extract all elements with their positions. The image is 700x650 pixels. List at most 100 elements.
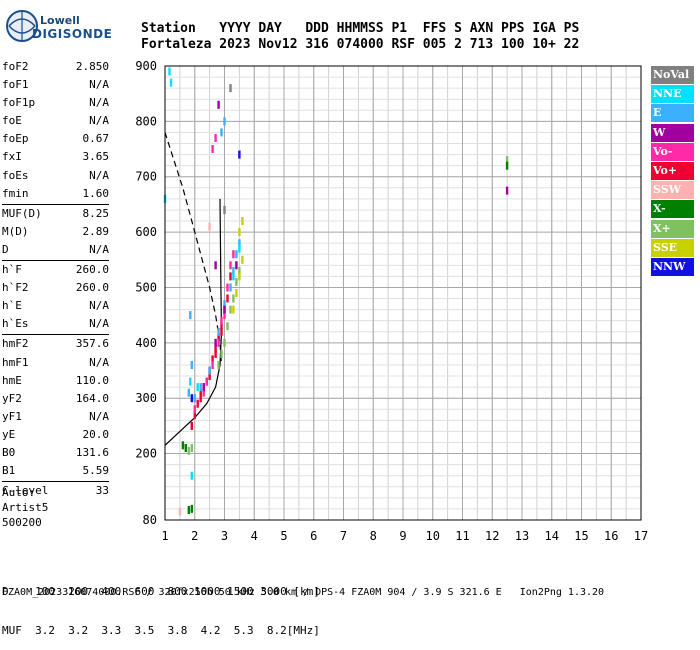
echo-point bbox=[211, 145, 214, 153]
param-row: h`F 260.0 bbox=[2, 261, 109, 279]
param-value: N/A bbox=[89, 168, 109, 182]
echo-point bbox=[217, 327, 220, 336]
legend-item: X+ bbox=[651, 219, 694, 238]
param-name: fxI bbox=[2, 150, 22, 164]
param-value: N/A bbox=[89, 242, 109, 256]
echo-point bbox=[229, 84, 232, 93]
param-value: 260.0 bbox=[75, 281, 109, 295]
param-separator bbox=[2, 203, 109, 205]
y-tick-label: 300 bbox=[135, 391, 157, 405]
echo-point bbox=[232, 272, 235, 281]
echo-point bbox=[235, 250, 238, 259]
echo-point bbox=[505, 186, 509, 195]
echo-point bbox=[214, 338, 217, 347]
echo-point bbox=[226, 294, 229, 303]
param-row: yE 20.0 bbox=[2, 426, 109, 444]
echo-point bbox=[168, 67, 171, 76]
param-name: yF1 bbox=[2, 409, 22, 423]
param-name: h`F2 bbox=[2, 281, 29, 295]
param-value: 3.65 bbox=[82, 150, 110, 164]
echo-point bbox=[187, 506, 190, 514]
distance-row: D 100 200 400 600 800 1000 1500 3000 [km… bbox=[2, 585, 320, 598]
echo-point bbox=[189, 377, 192, 386]
plot-grid bbox=[164, 65, 642, 520]
param-value: 20.0 bbox=[82, 427, 110, 441]
echo-point bbox=[214, 134, 217, 142]
param-name: h`E bbox=[2, 299, 22, 313]
param-row: fmin 1.60 bbox=[2, 185, 109, 203]
param-value: 131.6 bbox=[75, 445, 109, 459]
param-separator bbox=[2, 481, 109, 483]
echo-point bbox=[190, 421, 193, 430]
param-name: yF2 bbox=[2, 391, 22, 405]
echo-point bbox=[238, 228, 241, 237]
echo-point bbox=[214, 261, 217, 270]
x-tick-label: 4 bbox=[251, 529, 258, 543]
echo-point bbox=[199, 394, 202, 403]
echo-point bbox=[211, 361, 214, 369]
param-name: M(D) bbox=[2, 224, 29, 238]
polarization-legend: NoVal NNE E W Vo- Vo+ SSW X- X+ SSE NNW bbox=[651, 66, 694, 277]
legend-item: Vo+ bbox=[651, 161, 694, 180]
echo-point bbox=[199, 388, 202, 397]
param-value: 2.850 bbox=[75, 60, 109, 73]
echo-point bbox=[196, 399, 199, 408]
legend-item: NoVal bbox=[651, 66, 694, 84]
param-value: N/A bbox=[89, 78, 109, 92]
digisonde-logo: Lowell DIGISONDE bbox=[4, 6, 124, 50]
echo-point bbox=[220, 349, 223, 358]
echo-point bbox=[208, 372, 211, 380]
x-tick-label: 2 bbox=[191, 529, 198, 543]
file-info-footer: FZA0M_2023316074000.RSF / 320fx256h 50 k… bbox=[2, 587, 605, 598]
echo-point bbox=[217, 338, 220, 347]
trace-model-dashed bbox=[164, 132, 223, 366]
echo-point bbox=[217, 333, 220, 342]
echo-point bbox=[199, 383, 202, 392]
echo-point bbox=[232, 294, 235, 303]
echo-point bbox=[232, 305, 235, 314]
param-row: MUF(D) 8.25 bbox=[2, 205, 109, 223]
echo-point bbox=[211, 355, 214, 364]
y-tick-label: 600 bbox=[135, 225, 157, 239]
param-name: yE bbox=[2, 427, 16, 441]
param-name: foF1 bbox=[2, 78, 29, 92]
param-row: D N/A bbox=[2, 241, 109, 259]
echo-point bbox=[232, 266, 235, 275]
echo-point bbox=[189, 311, 192, 320]
param-value: N/A bbox=[89, 409, 109, 423]
echo-point bbox=[220, 322, 223, 331]
param-row: h`F2 260.0 bbox=[2, 279, 109, 297]
param-name: hmE bbox=[2, 373, 22, 387]
param-value: 5.59 bbox=[82, 464, 110, 478]
param-value: 0.67 bbox=[82, 132, 110, 146]
echo-point bbox=[235, 261, 238, 270]
auto-label: Auto: bbox=[2, 486, 36, 499]
y-tick-label: 500 bbox=[135, 280, 157, 294]
logo-digisonde-text: DIGISONDE bbox=[32, 27, 113, 41]
param-name: h`Es bbox=[2, 317, 29, 331]
logo-lowell-text: Lowell bbox=[40, 14, 80, 27]
plot-frame bbox=[164, 65, 642, 521]
param-value: N/A bbox=[89, 96, 109, 110]
muf-row: MUF 3.2 3.2 3.3 3.5 3.8 4.2 5.3 8.2[MHz] bbox=[2, 624, 320, 637]
param-value: 164.0 bbox=[75, 391, 109, 405]
echo-point bbox=[187, 446, 190, 455]
param-name: fmin bbox=[2, 186, 29, 200]
echo-point bbox=[229, 305, 232, 314]
echo-point bbox=[178, 507, 182, 516]
param-value: 2.89 bbox=[82, 224, 110, 238]
param-row: foF2 2.850 bbox=[2, 58, 109, 76]
echo-point bbox=[214, 349, 217, 358]
param-row: foF1 N/A bbox=[2, 76, 109, 94]
x-tick-label: 17 bbox=[634, 529, 648, 543]
param-row: hmF1 N/A bbox=[2, 354, 109, 372]
echo-point bbox=[229, 272, 232, 281]
param-name: MUF(D) bbox=[2, 206, 42, 220]
echo-point bbox=[232, 250, 235, 259]
param-value: 260.0 bbox=[75, 263, 109, 277]
x-tick-label: 1 bbox=[161, 529, 168, 543]
parameter-panel: foF2 2.850 foF1 N/A foF1p N/A foE N/A foEp 0.67 fx… bbox=[2, 58, 109, 500]
echo-point bbox=[205, 377, 208, 386]
param-value: 110.0 bbox=[75, 373, 109, 387]
echo-point bbox=[208, 366, 211, 375]
